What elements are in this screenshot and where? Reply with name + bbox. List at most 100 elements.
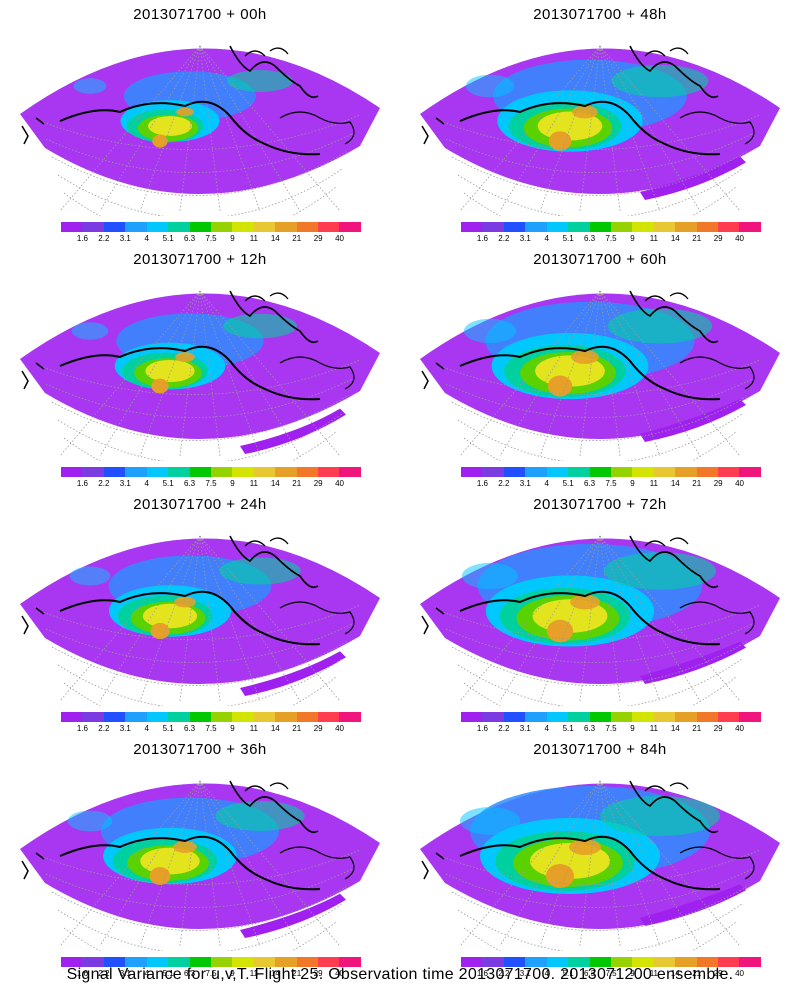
colorbar-tick-label: 9	[230, 234, 235, 243]
colorbar-swatch	[568, 467, 590, 477]
forecast-panel: 2013071700 + 00h 1.6 2.2 3.1 4 5.1 6.3 7.5 9 11 1…	[0, 0, 400, 245]
colorbar-swatch	[339, 957, 361, 967]
colorbar-tick-label: 5.1	[562, 234, 574, 243]
colorbar-swatch	[589, 222, 611, 232]
colorbar-swatch	[739, 222, 761, 232]
colorbar-swatch	[318, 712, 340, 722]
colorbar-swatch	[296, 712, 319, 722]
colorbar-swatch	[103, 712, 126, 722]
colorbar-tick-label: 1.6	[476, 479, 488, 488]
colorbar-tick-label: 6.3	[584, 724, 596, 733]
colorbar	[461, 467, 761, 477]
colorbar-tick-label: 4	[144, 969, 149, 978]
colorbar-tick-label: 5.1	[162, 479, 174, 488]
colorbar	[461, 222, 761, 232]
colorbar-tick-label: 14	[270, 234, 280, 243]
colorbar-tick-label: 11	[249, 234, 258, 243]
colorbar	[61, 957, 361, 967]
colorbar-swatch	[718, 712, 740, 722]
colorbar-swatch	[546, 712, 569, 722]
panel-title: 2013071700 + 12h	[133, 251, 267, 268]
colorbar-tick-label: 4	[144, 724, 149, 733]
colorbar-tick-label: 40	[735, 234, 745, 243]
colorbar-tick-label: 7.5	[605, 724, 617, 733]
colorbar-ticks: 1.6 2.2 3.1 4 5.1 6.3 7.5 9 11 14 21 29 40	[61, 724, 361, 734]
colorbar-swatch	[146, 712, 169, 722]
colorbar-tick-label: 3.1	[519, 724, 531, 733]
colorbar-swatch	[318, 222, 340, 232]
colorbar-tick-label: 6.3	[184, 969, 196, 978]
colorbar-swatch	[168, 957, 190, 967]
colorbar-tick-label: 11	[649, 234, 658, 243]
colorbar-swatch	[125, 712, 147, 722]
colorbar-swatch	[146, 467, 169, 477]
colorbar-ticks: 1.6 2.2 3.1 4 5.1 6.3 7.5 9 11 14 21 29 40	[461, 479, 761, 489]
colorbar-swatch	[461, 712, 483, 722]
colorbar-tick-label: 11	[649, 969, 658, 978]
colorbar-swatch	[82, 467, 104, 477]
colorbar-tick-label: 6.3	[584, 479, 596, 488]
colorbar-swatch	[296, 222, 319, 232]
colorbar-swatch	[696, 957, 719, 967]
colorbar-tick-label: 9	[630, 234, 635, 243]
colorbar-tick-label: 1.6	[76, 969, 88, 978]
colorbar-swatch	[675, 712, 697, 722]
colorbar-swatch	[232, 957, 254, 967]
colorbar-tick-label: 4	[544, 234, 549, 243]
colorbar-swatch	[253, 957, 276, 967]
colorbar-ticks: 1.6 2.2 3.1 4 5.1 6.3 7.5 9 11 14 21 29 40	[61, 479, 361, 489]
colorbar-tick-label: 2.2	[98, 724, 110, 733]
colorbar-ticks: 1.6 2.2 3.1 4 5.1 6.3 7.5 9 11 14 21 29 40	[461, 234, 761, 244]
panel-title: 2013071700 + 00h	[133, 6, 267, 23]
colorbar-swatch	[296, 467, 319, 477]
colorbar-swatch	[168, 222, 190, 232]
colorbar-tick-label: 29	[713, 234, 723, 243]
colorbar-tick-label: 9	[230, 479, 235, 488]
polar-map	[420, 290, 780, 487]
colorbar-swatch	[146, 222, 169, 232]
colorbar-tick-label: 7.5	[605, 969, 617, 978]
colorbar-tick-label: 2.2	[498, 479, 510, 488]
polar-map	[420, 780, 780, 977]
colorbar-swatch	[253, 222, 276, 232]
colorbar-tick-label: 3.1	[519, 479, 531, 488]
colorbar-tick-label: 7.5	[205, 234, 217, 243]
colorbar-tick-label: 21	[292, 969, 302, 978]
colorbar-tick-label: 6.3	[184, 234, 196, 243]
colorbar-swatch	[675, 957, 697, 967]
colorbar-swatch	[275, 957, 297, 967]
colorbar-tick-label: 21	[292, 234, 302, 243]
colorbar-swatch	[525, 712, 547, 722]
colorbar-tick-label: 21	[292, 479, 302, 488]
colorbar-tick-label: 29	[313, 479, 323, 488]
colorbar-tick-label: 7.5	[605, 234, 617, 243]
colorbar-tick-label: 29	[713, 479, 723, 488]
colorbar-ticks: 1.6 2.2 3.1 4 5.1 6.3 7.5 9 11 14 21 29 40	[461, 969, 761, 979]
forecast-panel: 2013071700 + 24h 1.6 2.2 3.1 4 5.1 6.3 7.5 9 11 1…	[0, 490, 400, 735]
colorbar-tick-label: 6.3	[184, 479, 196, 488]
colorbar-tick-label: 1.6	[476, 234, 488, 243]
colorbar-swatch	[739, 712, 761, 722]
colorbar-tick-label: 29	[713, 724, 723, 733]
panel-title: 2013071700 + 48h	[533, 6, 667, 23]
polar-map	[420, 45, 780, 242]
colorbar-tick-label: 1.6	[76, 479, 88, 488]
forecast-panel: 2013071700 + 12h 1.6 2.2 3.1 4 5.1 6.3 7.5 9 11 1…	[0, 245, 400, 490]
colorbar-tick-label: 21	[692, 234, 702, 243]
colorbar-tick-label: 14	[270, 479, 280, 488]
colorbar-tick-label: 4	[144, 234, 149, 243]
colorbar-tick-label: 4	[144, 479, 149, 488]
forecast-panel: 2013071700 + 84h 1.6 2.2 3.1 4 5.1 6.3 7.5 9 11 1…	[400, 735, 800, 980]
colorbar-swatch	[339, 222, 361, 232]
colorbar-tick-label: 40	[335, 234, 345, 243]
colorbar-swatch	[610, 712, 633, 722]
colorbar-ticks: 1.6 2.2 3.1 4 5.1 6.3 7.5 9 11 14 21 29 40	[61, 969, 361, 979]
colorbar-tick-label: 1.6	[476, 724, 488, 733]
colorbar-swatch	[503, 957, 526, 967]
signal-variance-map	[400, 761, 800, 977]
colorbar-swatch	[696, 712, 719, 722]
colorbar-swatch	[675, 222, 697, 232]
colorbar-tick-label: 14	[270, 724, 280, 733]
colorbar-swatch	[525, 222, 547, 232]
colorbar-swatch	[632, 957, 654, 967]
